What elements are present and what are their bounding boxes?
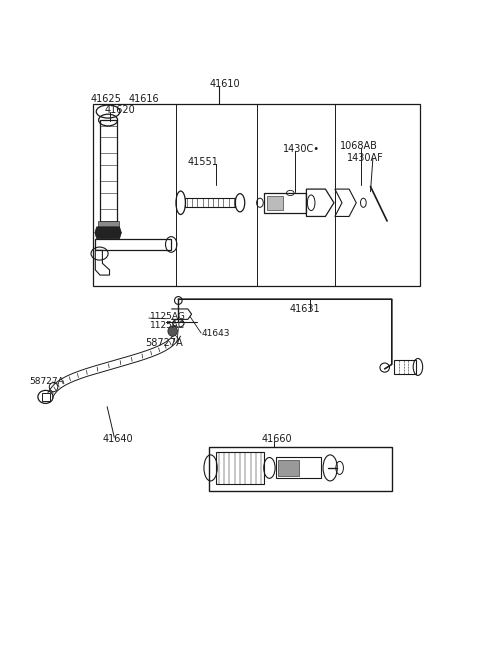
Text: 1430AF: 1430AF (347, 153, 384, 163)
Text: 1068AB: 1068AB (340, 141, 377, 151)
Polygon shape (95, 227, 121, 238)
FancyBboxPatch shape (97, 221, 119, 227)
Text: 41660: 41660 (261, 434, 292, 444)
Text: 41551: 41551 (188, 158, 219, 168)
Text: 41625: 41625 (91, 94, 121, 104)
Text: 41620: 41620 (105, 104, 135, 114)
Text: 41643: 41643 (202, 328, 230, 338)
Text: 41640: 41640 (102, 434, 133, 444)
Text: 1430C•: 1430C• (283, 145, 320, 154)
Text: 1125AC: 1125AC (150, 321, 185, 330)
FancyBboxPatch shape (266, 196, 283, 210)
Text: 1125AG: 1125AG (150, 312, 186, 321)
Text: 41631: 41631 (290, 304, 321, 314)
Text: 41610: 41610 (209, 79, 240, 89)
Text: 41616: 41616 (129, 94, 159, 104)
Text: 58727A: 58727A (29, 377, 64, 386)
Text: 58727A: 58727A (145, 338, 183, 348)
Ellipse shape (168, 326, 178, 336)
FancyBboxPatch shape (278, 460, 300, 476)
